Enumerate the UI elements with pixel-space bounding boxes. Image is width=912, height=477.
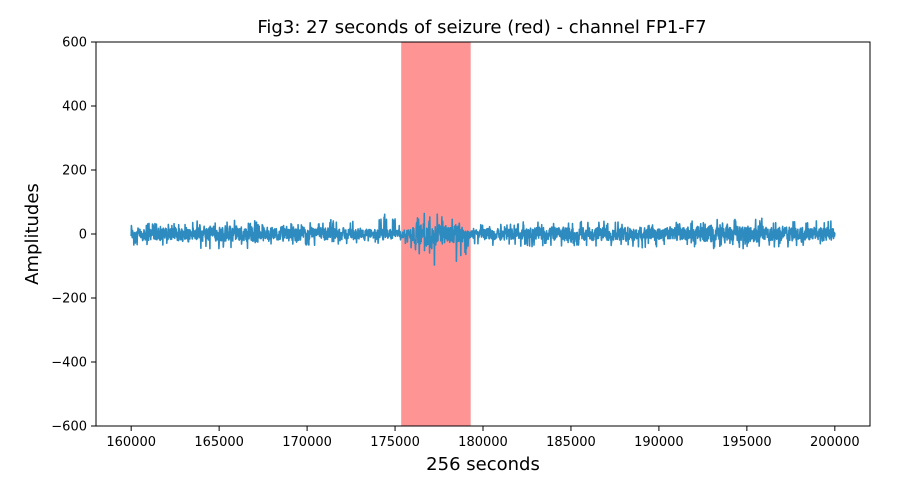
y-tick-label: 600 (62, 36, 87, 51)
x-tick-label: 180000 (458, 435, 508, 450)
y-tick-label: −400 (51, 356, 87, 371)
y-tick-label: 0 (79, 228, 87, 243)
signal-line (130, 212, 836, 266)
y-axis-ticks: −600 −400 −200 0 200 400 600 (51, 36, 96, 435)
x-tick-label: 200000 (810, 435, 860, 450)
x-axis-ticks: 160000 165000 170000 175000 180000 185000 1900… (106, 426, 860, 450)
signal-layer (130, 212, 836, 266)
y-axis-title: Amplitudes (22, 183, 43, 285)
y-tick-label: 400 (62, 100, 87, 115)
x-tick-label: 185000 (546, 435, 596, 450)
x-tick-label: 170000 (282, 435, 332, 450)
x-tick-label: 165000 (194, 435, 244, 450)
x-tick-label: 160000 (106, 435, 156, 450)
y-tick-label: −600 (51, 420, 87, 435)
x-tick-label: 195000 (722, 435, 772, 450)
x-tick-label: 175000 (370, 435, 420, 450)
chart-title: Fig3: 27 seconds of seizure (red) - chan… (257, 17, 706, 38)
x-axis-title: 256 seconds (426, 454, 540, 475)
x-tick-label: 190000 (634, 435, 684, 450)
y-tick-label: 200 (62, 164, 87, 179)
y-tick-label: −200 (51, 292, 87, 307)
